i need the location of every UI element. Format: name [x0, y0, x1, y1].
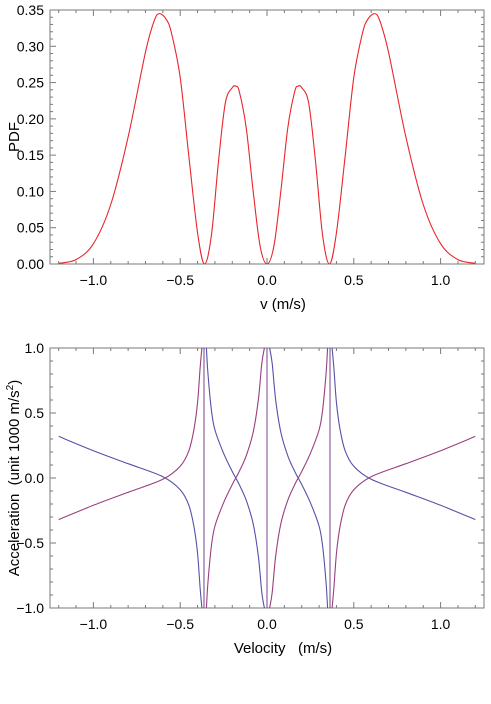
acceleration-y-tick-label: 1.0	[25, 340, 45, 356]
acceleration-y-axis-label-main: Acceleration (unit 1000 m/s	[6, 390, 23, 576]
pdf-y-tick-label: 0.30	[17, 38, 44, 54]
pdf-x-tick-label: 1.0	[431, 272, 451, 288]
acceleration-series	[58, 348, 476, 608]
pdf-x-tick-label: −1.0	[80, 272, 108, 288]
acceleration-x-tick-label: 1.0	[431, 616, 451, 632]
acceleration-series-line-1	[331, 435, 476, 608]
pdf-y-tick-label: 0.10	[17, 183, 44, 199]
pdf-x-axis-label: v (m/s)	[260, 296, 306, 313]
acceleration-series-line-0	[58, 435, 203, 608]
pdf-series	[58, 13, 476, 264]
acceleration-series-line-1	[58, 348, 203, 521]
acceleration-y-tick-label: 0.5	[25, 405, 45, 421]
acceleration-chart: −1.0 −0.5 0.0 0.5 1.0 −1.0 −0.5 0.0 0.5 1.0 Veloc…	[5, 340, 485, 657]
acceleration-y-axis-label-tail: )	[6, 380, 23, 385]
pdf-x-tick-label: 0.5	[344, 272, 364, 288]
acceleration-x-tick-label: 0.0	[257, 616, 277, 632]
acceleration-series-line-1	[205, 348, 265, 608]
acceleration-y-tick-label: 0.0	[25, 470, 45, 486]
acceleration-series-line-1	[269, 348, 329, 608]
acceleration-y-axis-label: Acceleration (unit 1000 m/s2)	[5, 380, 23, 577]
pdf-y-tick-label: 0.00	[17, 256, 44, 272]
pdf-y-tick-label: 0.35	[17, 2, 44, 18]
acceleration-x-tick-label: −0.5	[166, 616, 194, 632]
acceleration-y-tick-label: −1.0	[16, 600, 44, 616]
acceleration-series-line-0	[331, 348, 476, 521]
pdf-x-tick-label: −0.5	[166, 272, 194, 288]
pdf-chart: −1.0 −0.5 0.0 0.5 1.0 0.00 0.05 0.10 0.15 0.20 0.2…	[6, 2, 485, 313]
pdf-y-tick-label: 0.20	[17, 111, 44, 127]
pdf-ticks: −1.0 −0.5 0.0 0.5 1.0 0.00 0.05 0.10 0.15 0.20 0.2…	[17, 2, 484, 288]
pdf-x-tick-label: 0.0	[257, 272, 277, 288]
acceleration-x-tick-label: 0.5	[344, 616, 364, 632]
acceleration-ticks: −1.0 −0.5 0.0 0.5 1.0 −1.0 −0.5 0.0 0.5 1.0	[16, 340, 484, 632]
pdf-y-tick-label: 0.05	[17, 220, 44, 236]
acceleration-x-tick-label: −1.0	[80, 616, 108, 632]
pdf-plot-frame	[49, 9, 485, 265]
pdf-series-line-0	[58, 13, 476, 264]
acceleration-y-tick-label: −0.5	[16, 535, 44, 551]
acceleration-y-axis-label-superscript: 2	[5, 384, 16, 390]
pdf-y-tick-label: 0.15	[17, 147, 44, 163]
pdf-y-tick-label: 0.25	[17, 75, 44, 91]
pdf-y-axis-label: PDF	[6, 122, 23, 152]
acceleration-x-axis-label: Velocity (m/s)	[234, 640, 332, 657]
